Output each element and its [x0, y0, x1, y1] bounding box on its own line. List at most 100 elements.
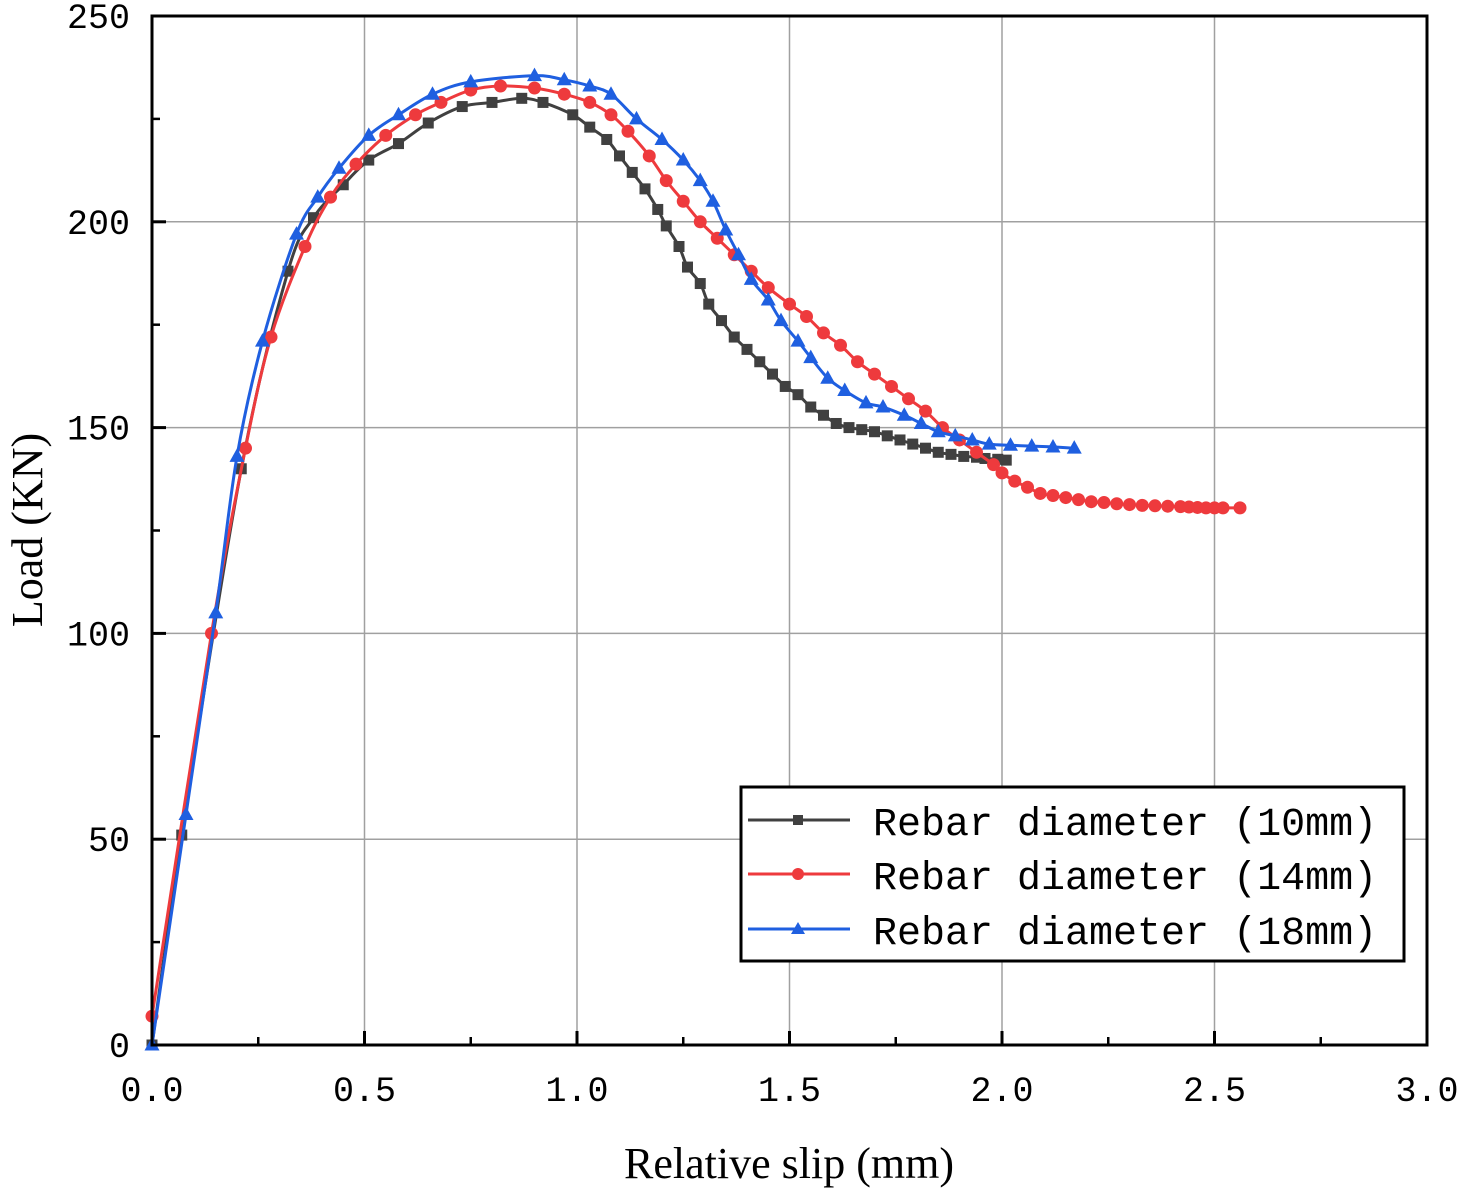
data-point-14mm — [800, 309, 813, 323]
data-point-18mm — [1024, 438, 1040, 452]
data-point-18mm — [913, 415, 929, 429]
data-point-18mm — [425, 86, 440, 100]
data-point-14mm — [1123, 498, 1136, 512]
data-point-14mm — [1046, 489, 1060, 503]
data-point-18mm — [654, 131, 670, 145]
data-point-10mm — [767, 368, 778, 380]
data-point-10mm — [422, 117, 434, 129]
data-point-14mm — [1233, 501, 1247, 515]
y-tick-label: 150 — [67, 411, 130, 451]
x-tick-label: 1.0 — [545, 1072, 608, 1112]
data-point-10mm — [869, 426, 880, 438]
data-point-10mm — [920, 442, 931, 454]
data-point-18mm — [858, 394, 874, 409]
data-point-14mm — [1008, 474, 1022, 488]
legend: Rebar diameter (10mm) Rebar diameter (14… — [739, 785, 1406, 963]
data-point-14mm — [834, 338, 847, 352]
data-point-18mm — [1045, 438, 1061, 453]
data-point-14mm — [1084, 495, 1098, 509]
data-point-18mm — [1066, 440, 1082, 454]
data-point-18mm — [790, 333, 806, 347]
data-point-14mm — [851, 355, 864, 369]
data-point-10mm — [652, 203, 664, 215]
data-point-14mm — [1021, 480, 1034, 494]
data-point-14mm — [379, 128, 393, 142]
data-point-10mm — [673, 240, 685, 252]
data-point-10mm — [1000, 454, 1012, 466]
data-point-10mm — [682, 261, 693, 273]
data-point-10mm — [337, 179, 349, 191]
legend-entry-10mm: Rebar diameter (10mm) — [748, 803, 1377, 848]
data-point-10mm — [308, 212, 319, 224]
y-tick-label: 0 — [109, 1028, 130, 1068]
data-point-18mm — [718, 222, 734, 236]
legend-entry-14mm: Rebar diameter (14mm) — [748, 857, 1377, 902]
data-point-10mm — [992, 453, 1004, 465]
data-point-18mm — [773, 312, 789, 327]
series-18mm — [144, 67, 1082, 1051]
data-point-18mm — [289, 226, 304, 240]
data-point-14mm — [995, 466, 1009, 480]
data-point-18mm — [803, 349, 819, 364]
data-point-18mm — [527, 67, 542, 82]
data-point-14mm — [1072, 493, 1085, 507]
data-point-10mm — [856, 424, 868, 436]
data-point-10mm — [516, 92, 528, 104]
data-point-14mm — [1135, 498, 1149, 512]
data-point-14mm — [324, 190, 337, 204]
data-point-14mm — [494, 79, 507, 93]
data-point-10mm — [907, 438, 919, 450]
data-point-10mm — [282, 265, 294, 277]
data-point-10mm — [716, 315, 727, 327]
data-point-14mm — [761, 281, 775, 295]
data-point-18mm — [463, 73, 479, 88]
data-point-10mm — [830, 417, 842, 429]
data-point-14mm — [919, 404, 932, 418]
data-point-14mm — [817, 326, 830, 340]
data-point-14mm — [1033, 486, 1047, 500]
data-point-10mm — [792, 389, 804, 401]
data-point-14mm — [1161, 499, 1175, 513]
data-point-10mm — [728, 331, 740, 343]
y-tick-label: 250 — [67, 0, 130, 39]
data-point-14mm — [676, 194, 690, 208]
data-point-18mm — [760, 292, 776, 306]
data-point-14mm — [642, 149, 656, 163]
data-point-10mm — [363, 154, 375, 166]
data-point-10mm — [694, 278, 706, 290]
data-point-18mm — [391, 106, 406, 121]
series-layer — [144, 67, 1247, 1051]
ticks — [150, 14, 1429, 1047]
series-10mm — [146, 92, 1012, 1051]
x-tick-label: 1.5 — [758, 1072, 821, 1112]
data-point-10mm — [660, 220, 672, 232]
data-point-14mm — [264, 330, 278, 344]
x-tick-label: 2.0 — [970, 1072, 1033, 1112]
data-point-18mm — [896, 407, 912, 421]
data-point-10mm — [601, 133, 613, 145]
x-axis-title: Relative slip (mm) — [624, 1139, 954, 1188]
y-tick-label: 100 — [67, 616, 130, 656]
legend-label-14mm: Rebar diameter (14mm) — [873, 857, 1377, 902]
data-point-10mm — [894, 434, 906, 446]
data-point-14mm — [693, 215, 707, 229]
data-point-10mm — [932, 446, 944, 458]
data-point-18mm — [875, 399, 891, 413]
data-point-10mm — [945, 448, 957, 460]
data-point-18mm — [964, 431, 980, 446]
data-point-10mm — [818, 409, 829, 421]
data-point-18mm — [947, 427, 963, 442]
data-point-10mm — [639, 183, 651, 195]
data-point-10mm — [486, 96, 498, 108]
data-point-10mm — [741, 343, 753, 355]
data-point-18mm — [692, 172, 708, 187]
data-point-14mm — [1097, 496, 1111, 510]
data-point-18mm — [556, 71, 572, 86]
data-point-14mm — [557, 87, 571, 101]
data-point-14mm — [298, 239, 312, 253]
x-tick-label: 2.5 — [1183, 1072, 1246, 1112]
data-point-18mm — [1003, 437, 1018, 451]
data-point-18mm — [820, 370, 836, 384]
data-point-14mm — [868, 367, 881, 381]
